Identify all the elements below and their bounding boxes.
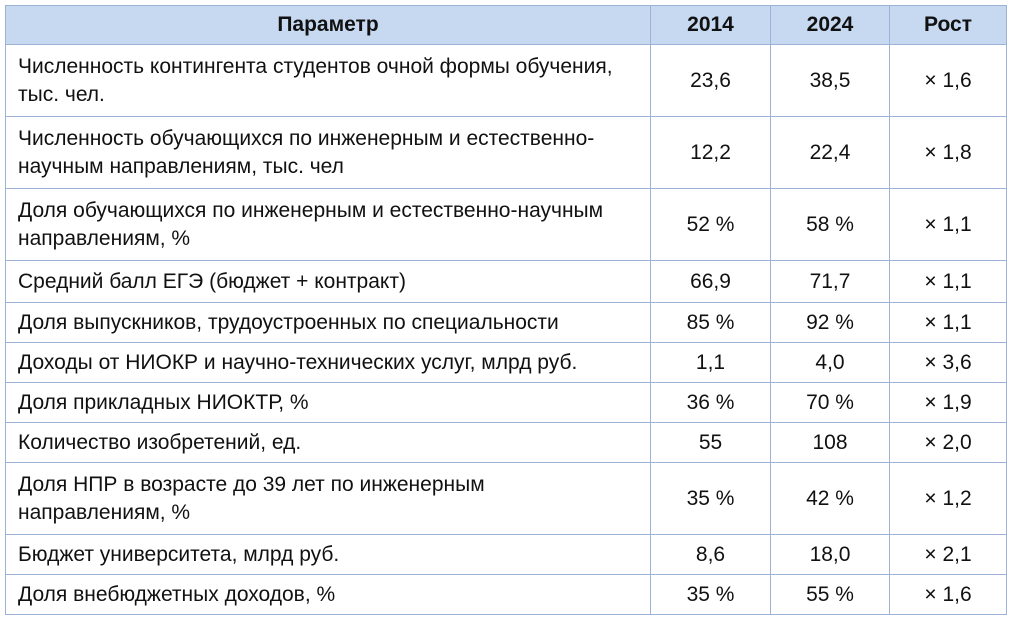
- table-row: Средний балл ЕГЭ (бюджет + контракт) 66,9…: [5, 260, 1007, 303]
- table-row: Доля обучающихся по инженерным и естеств…: [5, 188, 1007, 261]
- header-cell: 2014: [650, 5, 771, 45]
- parameter-cell: Доля прикладных НИОКТР, %: [5, 382, 651, 423]
- value-cell: × 1,1: [889, 260, 1007, 303]
- value-cell: 23,6: [650, 44, 771, 117]
- value-cell: × 1,6: [889, 574, 1007, 615]
- value-cell: × 1,8: [889, 116, 1007, 189]
- parameter-cell: Доля НПР в возрасте до 39 лет по инженер…: [5, 462, 651, 535]
- data-table: Параметр 2014 2024 Рост Численность континг…: [5, 5, 1007, 615]
- value-cell: 85 %: [650, 302, 771, 343]
- value-cell: × 1,6: [889, 44, 1007, 117]
- value-cell: 36 %: [650, 382, 771, 423]
- value-cell: 108: [770, 422, 890, 463]
- value-cell: 58 %: [770, 188, 890, 261]
- value-cell: 71,7: [770, 260, 890, 303]
- value-cell: 35 %: [650, 574, 771, 615]
- table-row: Численность обучающихся по инженерным и …: [5, 116, 1007, 189]
- value-cell: 1,1: [650, 342, 771, 383]
- header-cell: Параметр: [5, 5, 651, 45]
- value-cell: × 2,1: [889, 534, 1007, 575]
- table-body: Численность контингента студентов очной …: [5, 44, 1007, 615]
- value-cell: 42 %: [770, 462, 890, 535]
- header-cell: 2024: [770, 5, 890, 45]
- parameter-cell: Количество изобретений, ед.: [5, 422, 651, 463]
- header-cell: Рост: [889, 5, 1007, 45]
- value-cell: 55 %: [770, 574, 890, 615]
- value-cell: 8,6: [650, 534, 771, 575]
- value-cell: 52 %: [650, 188, 771, 261]
- parameter-cell: Доля выпускников, трудоустроенных по спе…: [5, 302, 651, 343]
- value-cell: 12,2: [650, 116, 771, 189]
- parameter-cell: Средний балл ЕГЭ (бюджет + контракт): [5, 260, 651, 303]
- value-cell: × 1,9: [889, 382, 1007, 423]
- value-cell: 66,9: [650, 260, 771, 303]
- table-row: Бюджет университета, млрд руб. 8,6 18,0 × 2…: [5, 534, 1007, 575]
- value-cell: 18,0: [770, 534, 890, 575]
- value-cell: 92 %: [770, 302, 890, 343]
- table-row: Доля прикладных НИОКТР, % 36 % 70 % × 1,9: [5, 382, 1007, 423]
- parameter-cell: Бюджет университета, млрд руб.: [5, 534, 651, 575]
- table-row: Доля выпускников, трудоустроенных по спе…: [5, 302, 1007, 343]
- value-cell: × 3,6: [889, 342, 1007, 383]
- value-cell: 35 %: [650, 462, 771, 535]
- value-cell: 4,0: [770, 342, 890, 383]
- parameter-cell: Доходы от НИОКР и научно-технических усл…: [5, 342, 651, 383]
- parameter-cell: Доля обучающихся по инженерным и естеств…: [5, 188, 651, 261]
- table-row: Численность контингента студентов очной …: [5, 44, 1007, 117]
- value-cell: 55: [650, 422, 771, 463]
- value-cell: × 1,2: [889, 462, 1007, 535]
- table-row: Количество изобретений, ед. 55 108 × 2,0: [5, 422, 1007, 463]
- table-row: Доходы от НИОКР и научно-технических усл…: [5, 342, 1007, 383]
- parameter-cell: Численность обучающихся по инженерным и …: [5, 116, 651, 189]
- value-cell: × 1,1: [889, 188, 1007, 261]
- header-row: Параметр 2014 2024 Рост: [5, 5, 1007, 45]
- value-cell: 70 %: [770, 382, 890, 423]
- value-cell: × 2,0: [889, 422, 1007, 463]
- table-row: Доля внебюджетных доходов, % 35 % 55 % × 1,…: [5, 574, 1007, 615]
- value-cell: 38,5: [770, 44, 890, 117]
- value-cell: 22,4: [770, 116, 890, 189]
- parameter-cell: Численность контингента студентов очной …: [5, 44, 651, 117]
- table-row: Доля НПР в возрасте до 39 лет по инженер…: [5, 462, 1007, 535]
- value-cell: × 1,1: [889, 302, 1007, 343]
- parameter-cell: Доля внебюджетных доходов, %: [5, 574, 651, 615]
